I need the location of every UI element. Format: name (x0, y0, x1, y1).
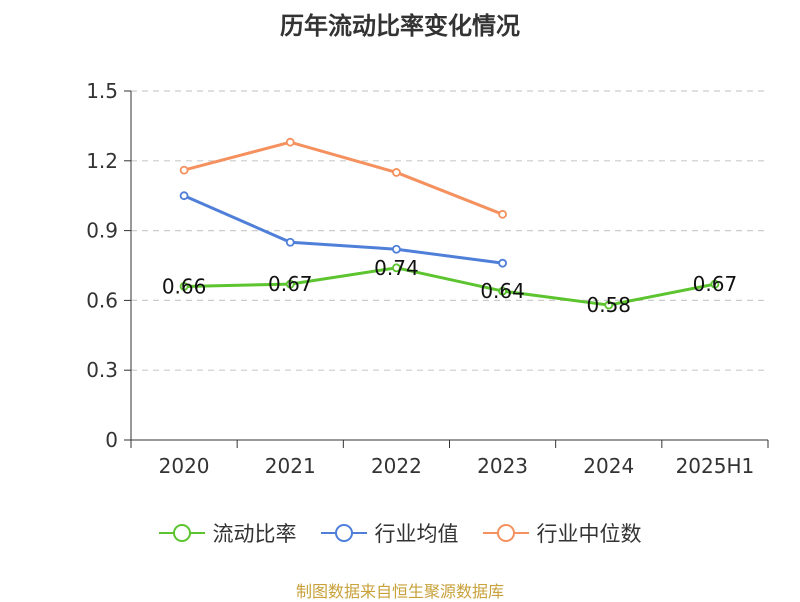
legend-item-industry-median[interactable]: 行业中位数 (482, 518, 642, 548)
data-point[interactable] (498, 258, 507, 268)
data-point[interactable] (179, 165, 189, 175)
x-tick-label: 2021 (265, 454, 316, 478)
series-lines (179, 137, 720, 310)
legend-marker-icon (482, 524, 529, 542)
data-point[interactable] (285, 279, 295, 289)
y-tick-label: 0.9 (86, 219, 118, 243)
y-tick-label: 1.2 (86, 149, 118, 173)
series-line (183, 140, 504, 216)
x-tick-label: 2022 (371, 454, 422, 478)
legend-label: 行业中位数 (536, 522, 642, 546)
data-point[interactable] (285, 137, 295, 147)
x-tick-label: 2020 (159, 454, 210, 478)
y-tick-label: 0.6 (86, 288, 118, 312)
data-label: 0.58 (586, 293, 631, 317)
grid-lines (131, 90, 768, 371)
source-note: 制图数据来自恒生聚源数据库 (295, 582, 504, 601)
legend-item-current-ratio[interactable]: 流动比率 (158, 518, 297, 548)
data-point[interactable] (392, 244, 401, 254)
data-label: 0.67 (268, 272, 313, 296)
legend: 流动比率 行业均值 行业中位数 (0, 518, 800, 548)
data-label: 0.67 (693, 272, 738, 296)
legend-item-industry-mean[interactable]: 行业均值 (320, 518, 459, 548)
legend-marker-icon (320, 524, 367, 542)
data-point[interactable] (285, 237, 295, 247)
data-point[interactable] (498, 209, 507, 219)
data-point[interactable] (710, 279, 720, 289)
data-point[interactable] (392, 168, 401, 177)
data-label: 0.64 (480, 279, 525, 303)
series-line (184, 266, 716, 307)
data-point[interactable] (179, 191, 189, 201)
data-point[interactable] (498, 286, 507, 296)
y-tick-label: 1.5 (86, 79, 118, 103)
data-point[interactable] (604, 300, 614, 310)
series-line (183, 194, 503, 265)
axes: 0 0.3 0.6 0.9 1.2 1.5 2020 2021 2022 2023 2024 2025… (86, 79, 769, 478)
y-tick-label: 0 (105, 428, 118, 452)
legend-label: 行业均值 (374, 522, 459, 546)
data-point[interactable] (392, 263, 401, 273)
x-tick-label: 2025H1 (676, 454, 755, 478)
x-tick-label: 2024 (583, 454, 634, 478)
legend-marker-icon (158, 524, 205, 542)
legend-label: 流动比率 (212, 522, 297, 546)
data-label: 0.74 (374, 256, 419, 280)
data-point[interactable] (179, 282, 189, 291)
y-tick-label: 0.3 (86, 358, 118, 382)
data-label: 0.66 (162, 274, 207, 298)
data-labels: 0.66 0.67 0.74 0.64 0.58 0.67 (162, 256, 737, 317)
x-tick-label: 2023 (477, 454, 528, 478)
chart-title: 历年流动比率变化情况 (280, 12, 520, 40)
